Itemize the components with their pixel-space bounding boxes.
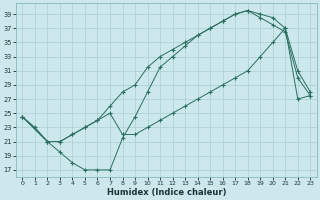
- X-axis label: Humidex (Indice chaleur): Humidex (Indice chaleur): [107, 188, 226, 197]
